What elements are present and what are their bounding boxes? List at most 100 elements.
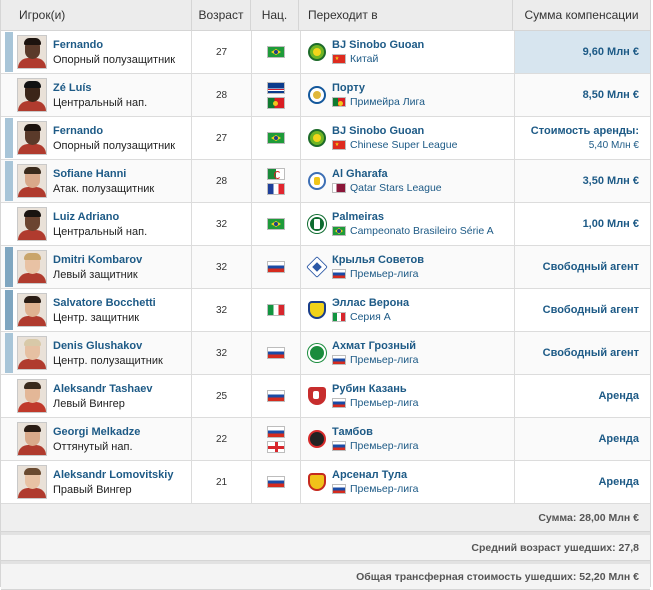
player-photo[interactable] bbox=[17, 78, 47, 112]
verona-logo[interactable] bbox=[308, 301, 326, 319]
player-position: Оттянутый нап. bbox=[53, 440, 133, 453]
header-nationality[interactable]: Нац. bbox=[251, 0, 299, 30]
club-name-link[interactable]: Эллас Верона bbox=[332, 297, 410, 309]
player-name-link[interactable]: Fernando bbox=[53, 38, 104, 51]
table-row: Fernando Опорный полузащитник 27 BJ Sino… bbox=[1, 31, 650, 74]
league-name-link[interactable]: Примейра Лига bbox=[350, 96, 425, 108]
row-marker bbox=[5, 333, 13, 373]
player-photo[interactable] bbox=[17, 465, 47, 499]
player-position: Правый Вингер bbox=[53, 483, 132, 496]
krylya-logo[interactable] bbox=[306, 256, 328, 278]
player-name-link[interactable]: Salvatore Bocchetti bbox=[53, 296, 156, 309]
fee-link[interactable]: Аренда bbox=[598, 476, 639, 488]
club-name-link[interactable]: Порту bbox=[332, 82, 365, 94]
league-name-link[interactable]: Китай bbox=[350, 53, 379, 65]
player-photo[interactable] bbox=[17, 250, 47, 284]
league-name-link[interactable]: Премьер-лига bbox=[350, 397, 419, 409]
club-name-link[interactable]: Ахмат Грозный bbox=[332, 340, 416, 352]
arsenal-tula-logo[interactable] bbox=[308, 473, 326, 491]
header-fee[interactable]: Сумма компенсации bbox=[524, 8, 639, 22]
age-cell: 32 bbox=[192, 203, 252, 245]
nationality-cell bbox=[252, 117, 301, 159]
rubin-logo[interactable] bbox=[308, 387, 326, 405]
fee-link[interactable]: Свободный агент bbox=[542, 304, 639, 316]
fee-cell: 1,00 Млн € bbox=[515, 203, 650, 245]
club-name-link[interactable]: Palmeiras bbox=[332, 211, 384, 223]
player-position: Левый защитник bbox=[53, 268, 138, 281]
club-name-link[interactable]: Арсенал Тула bbox=[332, 469, 408, 481]
player-photo[interactable] bbox=[17, 35, 47, 69]
table-row: Denis Glushakov Центр. полузащитник 32 А… bbox=[1, 332, 650, 375]
club-name-link[interactable]: BJ Sinobo Guoan bbox=[332, 125, 425, 137]
player-cell: Georgi Melkadze Оттянутый нап. bbox=[1, 418, 192, 460]
fee-link[interactable]: Свободный агент bbox=[542, 347, 639, 359]
player-position: Атак. полузащитник bbox=[53, 182, 155, 195]
gharafa-logo[interactable] bbox=[308, 172, 326, 190]
nationality-cell bbox=[252, 418, 301, 460]
tambov-logo[interactable] bbox=[308, 430, 326, 448]
brazil-flag bbox=[267, 218, 285, 230]
league-name-link[interactable]: Премьер-лига bbox=[350, 483, 419, 495]
nationality-cell bbox=[252, 74, 301, 116]
destination-cell: Рубин Казань Премьер-лига bbox=[301, 375, 515, 417]
age-cell: 32 bbox=[192, 289, 252, 331]
player-name-link[interactable]: Sofiane Hanni bbox=[53, 167, 127, 180]
league-name-link[interactable]: Премьер-лига bbox=[350, 268, 419, 280]
player-photo[interactable] bbox=[17, 422, 47, 456]
portugal-flag bbox=[267, 96, 285, 109]
fee-link[interactable]: 8,50 Млн € bbox=[582, 89, 639, 101]
nationality-cell bbox=[252, 31, 301, 73]
destination-cell: Крылья Советов Премьер-лига bbox=[301, 246, 515, 288]
fee-link[interactable]: Аренда bbox=[598, 390, 639, 402]
fee-link[interactable]: 3,50 Млн € bbox=[582, 175, 639, 187]
player-name-link[interactable]: Aleksandr Tashaev bbox=[53, 382, 153, 395]
player-name-link[interactable]: Aleksandr Lomovitskiy bbox=[53, 468, 174, 481]
player-name-link[interactable]: Zé Luís bbox=[53, 81, 92, 94]
league-name-link[interactable]: Премьер-лига bbox=[350, 354, 419, 366]
league-name-link[interactable]: Премьер-лига bbox=[350, 440, 419, 452]
guoan-logo[interactable] bbox=[308, 43, 326, 61]
porto-logo[interactable] bbox=[308, 86, 326, 104]
fee-link[interactable]: 9,60 Млн € bbox=[582, 46, 639, 58]
destination-cell: Арсенал Тула Премьер-лига bbox=[301, 461, 515, 503]
player-photo[interactable] bbox=[17, 336, 47, 370]
league-name-link[interactable]: Campeonato Brasileiro Série A bbox=[350, 225, 494, 237]
player-photo[interactable] bbox=[17, 121, 47, 155]
player-photo[interactable] bbox=[17, 207, 47, 241]
guoan-logo[interactable] bbox=[308, 129, 326, 147]
player-name-link[interactable]: Denis Glushakov bbox=[53, 339, 143, 352]
player-photo[interactable] bbox=[17, 379, 47, 413]
league-name-link[interactable]: Qatar Stars League bbox=[350, 182, 442, 194]
header-age[interactable]: Возраст bbox=[192, 0, 251, 30]
portugal-flag bbox=[332, 97, 346, 107]
header-destination[interactable]: Переходит в bbox=[299, 0, 513, 30]
player-photo[interactable] bbox=[17, 164, 47, 198]
player-photo[interactable] bbox=[17, 293, 47, 327]
algeria-flag bbox=[267, 167, 285, 180]
club-name-link[interactable]: Тамбов bbox=[332, 426, 373, 438]
fee-link[interactable]: Свободный агент bbox=[542, 261, 639, 273]
club-name-link[interactable]: Рубин Казань bbox=[332, 383, 407, 395]
player-name-link[interactable]: Fernando bbox=[53, 124, 104, 137]
player-name-link[interactable]: Georgi Melkadze bbox=[53, 425, 141, 438]
row-marker bbox=[5, 290, 13, 330]
fee-cell: Аренда bbox=[515, 375, 650, 417]
header-player[interactable]: Игрок(и) bbox=[1, 0, 192, 30]
league-info: Примейра Лига bbox=[332, 96, 425, 108]
georgia-flag bbox=[267, 440, 285, 453]
italy-flag bbox=[332, 312, 346, 322]
palmeiras-logo[interactable] bbox=[308, 215, 326, 233]
club-name-link[interactable]: Крылья Советов bbox=[332, 254, 425, 266]
player-position: Опорный полузащитник bbox=[53, 139, 176, 152]
fee-link[interactable]: Аренда bbox=[598, 433, 639, 445]
fee-link[interactable]: Стоимость аренды: bbox=[530, 125, 639, 137]
player-name-link[interactable]: Luiz Adriano bbox=[53, 210, 120, 223]
fee-link[interactable]: 1,00 Млн € bbox=[582, 218, 639, 230]
club-name-link[interactable]: BJ Sinobo Guoan bbox=[332, 39, 425, 51]
club-name-link[interactable]: Al Gharafa bbox=[332, 168, 388, 180]
league-name-link[interactable]: Chinese Super League bbox=[350, 139, 458, 151]
player-name-link[interactable]: Dmitri Kombarov bbox=[53, 253, 143, 266]
league-name-link[interactable]: Серия А bbox=[350, 311, 391, 323]
akhmat-logo[interactable] bbox=[308, 344, 326, 362]
